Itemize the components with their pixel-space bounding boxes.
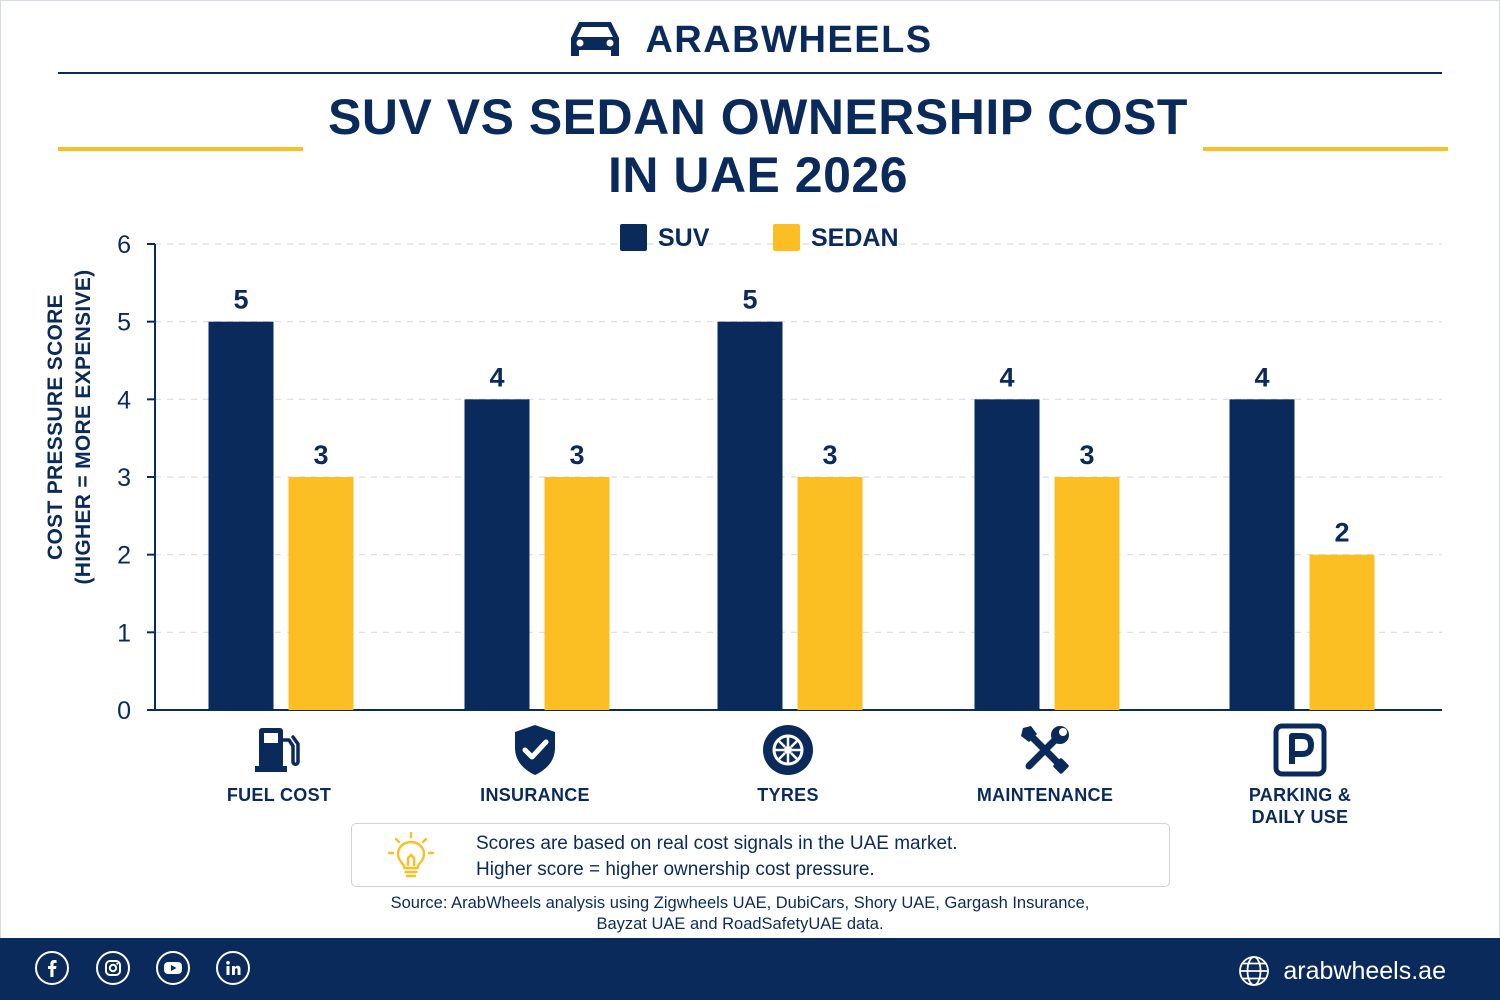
data-label-suv: 5 xyxy=(233,285,248,315)
footer: arabwheels.ae xyxy=(0,938,1500,1000)
brand-header: ARABWHEELS xyxy=(0,14,1500,66)
data-label-suv: 4 xyxy=(1254,362,1269,392)
x-category-label: INSURANCE xyxy=(480,785,590,805)
x-category-label: FUEL COST xyxy=(226,785,332,805)
tools-icon xyxy=(1015,720,1075,780)
title-line-1: SUV VS SEDAN OWNERSHIP COST xyxy=(328,89,1188,145)
youtube-icon[interactable] xyxy=(156,951,190,985)
bar-suv xyxy=(717,321,783,710)
globe-icon xyxy=(1239,956,1270,986)
source-note: Source: ArabWheels analysis using Zigwhe… xyxy=(340,893,1140,935)
data-label-sedan: 2 xyxy=(1334,518,1349,548)
x-category-label: TYRES xyxy=(757,785,819,805)
fuel-pump-icon xyxy=(249,720,309,780)
bar-sedan xyxy=(1054,477,1120,710)
car-icon xyxy=(571,22,620,56)
website-url: arabwheels.ae xyxy=(1283,956,1446,985)
parking-icon xyxy=(1270,720,1330,780)
legend-label-sedan: SEDAN xyxy=(811,224,899,252)
y-tick-label: 0 xyxy=(117,697,131,725)
brand-name: ARABWHEELS xyxy=(645,18,933,61)
source-line-1: Source: ArabWheels analysis using Zigwhe… xyxy=(390,894,1090,912)
data-label-sedan: 3 xyxy=(313,440,328,470)
legend-label-suv: SUV xyxy=(658,224,710,252)
data-label-suv: 4 xyxy=(489,362,504,392)
data-label-sedan: 3 xyxy=(569,440,584,470)
website-link[interactable]: arabwheels.ae xyxy=(1237,954,1446,988)
chart-title: SUV VS SEDAN OWNERSHIP COST IN UAE 2026 xyxy=(300,88,1216,204)
note-line-2: Higher score = higher ownership cost pre… xyxy=(476,859,875,880)
x-category-label: MAINTENANCE xyxy=(976,785,1114,805)
bar-sedan xyxy=(797,477,863,710)
linkedin-icon[interactable] xyxy=(216,951,250,985)
instagram-icon[interactable] xyxy=(96,951,130,985)
bar-suv xyxy=(208,321,274,710)
data-label-sedan: 3 xyxy=(822,440,837,470)
x-category-label: PARKING & DAILY USE xyxy=(1248,785,1352,827)
bar-sedan xyxy=(288,477,354,710)
title-accent-left xyxy=(58,147,303,151)
bar-suv xyxy=(464,399,530,710)
y-tick-label: 2 xyxy=(117,542,131,570)
bar-suv xyxy=(1229,399,1295,710)
bar-sedan xyxy=(544,477,610,710)
shield-check-icon xyxy=(505,720,565,780)
y-tick-label: 3 xyxy=(117,464,131,492)
y-tick-label: 1 xyxy=(117,619,131,647)
y-tick-label: 6 xyxy=(117,231,131,259)
y-tick-label: 4 xyxy=(117,386,131,414)
source-line-2: Bayzat UAE and RoadSafetyUAE data. xyxy=(596,915,884,933)
bar-sedan xyxy=(1309,554,1375,710)
title-line-2: IN UAE 2026 xyxy=(607,147,909,203)
note-text: Scores are based on real cost signals in… xyxy=(476,831,958,883)
bar-suv xyxy=(974,399,1040,710)
legend-swatch-sedan xyxy=(773,224,800,251)
legend-swatch-suv xyxy=(620,224,647,251)
data-label-suv: 4 xyxy=(999,362,1014,392)
title-accent-right xyxy=(1203,147,1448,151)
facebook-icon[interactable] xyxy=(35,951,69,985)
note-line-1: Scores are based on real cost signals in… xyxy=(476,833,958,854)
info-note: Scores are based on real cost signals in… xyxy=(351,823,1170,887)
lightbulb-icon xyxy=(387,832,435,878)
tyre-icon xyxy=(758,720,818,780)
header-divider xyxy=(58,72,1442,74)
data-label-suv: 5 xyxy=(742,285,757,315)
y-tick-label: 5 xyxy=(117,309,131,337)
data-label-sedan: 3 xyxy=(1079,440,1094,470)
